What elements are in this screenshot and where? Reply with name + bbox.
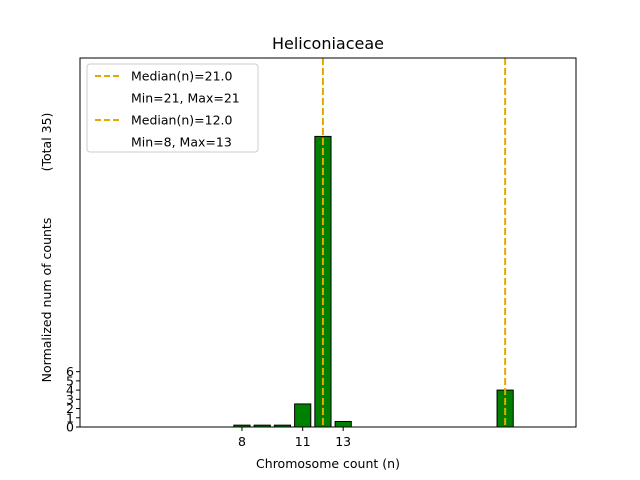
x-axis-label: Chromosome count (n) <box>256 456 400 471</box>
legend: Median(n)=21.0 Min=21, Max=21 Median(n)=… <box>86 63 259 153</box>
x-axis-ticks: 8 11 13 <box>238 427 351 449</box>
legend-median-label: Median(n)=21.0 <box>131 69 232 84</box>
y-axis-total-label: (Total 35) <box>39 113 54 172</box>
y-tick-label: 3 <box>66 392 74 407</box>
chart-title: Heliconiaceae <box>272 34 384 53</box>
legend-range-label: Min=8, Max=13 <box>131 135 232 150</box>
bar <box>294 403 312 428</box>
y-tick-label: 6 <box>66 364 74 379</box>
y-tick-label: 1 <box>66 410 74 425</box>
y-axis-label: Normalized num of counts <box>39 218 54 383</box>
bar <box>334 420 352 428</box>
y-tick-label: 4 <box>66 383 74 398</box>
median-lines-layer <box>321 58 507 427</box>
x-tick-label: 13 <box>335 434 351 449</box>
legend-range-label: Min=21, Max=21 <box>131 91 240 106</box>
legend-median-label: Median(n)=12.0 <box>131 113 232 128</box>
plot-frame <box>79 57 577 428</box>
y-tick-label: 0 <box>66 420 74 435</box>
x-tick-label: 11 <box>295 434 311 449</box>
x-tick-label: 8 <box>238 434 246 449</box>
y-tick-label: 2 <box>66 401 74 416</box>
legend-box <box>86 63 259 153</box>
y-tick-label: 5 <box>66 373 74 388</box>
